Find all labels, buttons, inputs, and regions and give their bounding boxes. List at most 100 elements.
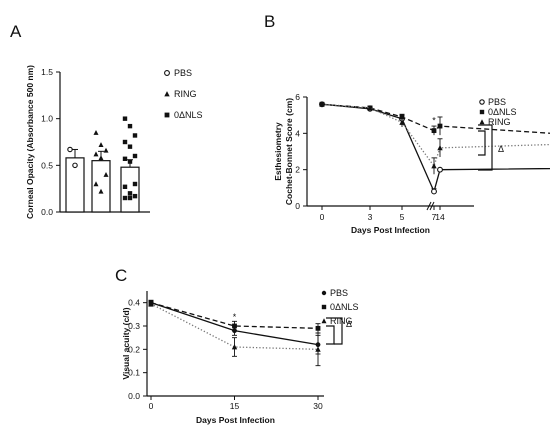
b-legend-label: 0ΔNLS: [488, 107, 517, 117]
c-x-axis-label: Days Post Infection: [196, 415, 275, 425]
a-point-RING: [98, 188, 104, 194]
b-legend-label: RING: [488, 117, 511, 127]
a-point-RING: [98, 155, 104, 161]
a-bar-RING: [91, 160, 111, 213]
a-point-0ΔNLS: [127, 191, 133, 196]
b-line-RING: [321, 103, 550, 168]
c-point-0ΔNLS: [232, 323, 237, 329]
b-y-tick-label: 2: [295, 165, 300, 175]
a-legend-label: PBS: [174, 68, 192, 78]
a-legend-marker: [164, 112, 170, 118]
b-legend-marker: [479, 109, 485, 115]
b-significance-star: *: [432, 115, 436, 125]
b-point-0ΔNLS: [437, 123, 443, 129]
a-point-0ΔNLS: [127, 159, 133, 164]
panel-letter-c: C: [115, 266, 127, 285]
b-axis-break: [426, 201, 432, 211]
a-point-PBS: [67, 146, 73, 153]
a-point-0ΔNLS: [122, 116, 128, 121]
a-point-0ΔNLS: [132, 133, 138, 138]
panel-letter-a: A: [10, 22, 22, 41]
c-line-0ΔNLS: [150, 302, 319, 329]
c-x-tick-label: 15: [230, 401, 240, 411]
b-point-RING: [437, 144, 443, 151]
c-legend-marker: [321, 318, 327, 324]
b-legend-marker: [479, 119, 485, 125]
a-point-0ΔNLS: [127, 195, 133, 201]
c-bracket-outer: [326, 317, 343, 345]
a-legend-marker: [164, 91, 170, 97]
c-bracket-inner: [326, 325, 335, 345]
c-point-RING: [231, 344, 238, 350]
a-y-tick-label: 1.5: [41, 67, 53, 77]
c-x-tick-label: 30: [313, 401, 323, 411]
b-y-tick-label: 0: [295, 201, 300, 211]
a-point-RING: [93, 129, 99, 135]
a-point-RING: [98, 142, 104, 147]
a-point-0ΔNLS: [132, 193, 138, 199]
b-x-axis-label: Days Post Infection: [351, 225, 430, 235]
c-y-tick-label: 0.0: [128, 391, 140, 401]
b-y-axis-label-1: Esthesiometry: [273, 122, 283, 181]
a-point-0ΔNLS: [127, 123, 133, 129]
a-point-0ΔNLS: [132, 153, 138, 159]
c-legend-marker: [321, 290, 327, 296]
c-y-tick-label: 0.2: [128, 344, 140, 354]
a-legend-label: 0ΔNLS: [174, 110, 203, 120]
panel-letter-b: B: [264, 12, 275, 31]
b-y-tick-label: 6: [295, 92, 300, 102]
b-point-RING: [319, 101, 325, 107]
c-y-axis-label: Visual acuity (c/d): [121, 307, 131, 379]
c-y-tick-label: 0.4: [128, 298, 140, 308]
a-point-RING: [103, 147, 109, 153]
c-point-0ΔNLS: [315, 325, 321, 331]
a-legend-marker: [164, 70, 170, 76]
b-point-PBS: [437, 166, 443, 173]
b-y-tick-label: 4: [295, 128, 300, 138]
c-point-RING: [148, 300, 154, 307]
b-bracket-outer: [478, 124, 493, 171]
c-line-RING: [150, 303, 319, 350]
a-y-tick-label: 0.5: [41, 160, 53, 170]
a-bar-0ΔNLS: [120, 166, 140, 213]
a-y-tick-label: 0.0: [41, 207, 53, 217]
a-point-0ΔNLS: [122, 156, 128, 161]
b-delta-label: Δ: [498, 144, 504, 154]
c-significance-star: *: [233, 312, 237, 322]
b-y-axis-label-2: Cochet-Bonnet Score (cm): [284, 98, 294, 205]
c-point-RING: [315, 346, 321, 352]
b-legend-marker: [479, 99, 485, 105]
b-x-tick-label: 14: [435, 212, 445, 222]
b-axis-break: [429, 201, 435, 211]
a-point-PBS: [72, 162, 78, 169]
a-point-0ΔNLS: [122, 195, 128, 201]
a-point-0ΔNLS: [122, 139, 128, 145]
b-x-tick-label: 5: [400, 212, 405, 222]
b-line-PBS: [321, 103, 550, 194]
a-point-RING: [103, 171, 109, 177]
c-legend-label: PBS: [330, 288, 348, 298]
a-y-tick-label: 1.0: [41, 114, 53, 124]
a-point-RING: [93, 151, 99, 157]
b-point-RING: [399, 119, 405, 125]
c-legend-label: RING: [330, 316, 353, 326]
c-y-tick-label: 0.3: [128, 321, 140, 331]
b-point-PBS: [431, 188, 437, 195]
c-legend-marker: [321, 304, 327, 310]
c-legend-label: 0ΔNLS: [330, 302, 359, 312]
b-bracket-inner: [478, 130, 486, 156]
b-point-RING: [431, 163, 437, 169]
b-point-0ΔNLS: [399, 114, 405, 120]
a-point-0ΔNLS: [122, 184, 128, 189]
a-point-0ΔNLS: [127, 144, 133, 149]
b-x-tick-label: 3: [368, 212, 373, 222]
a-y-axis-label: Corneal Opacity (Absorbance 500 nm): [25, 65, 35, 219]
b-legend-label: PBS: [488, 97, 506, 107]
a-point-RING: [93, 181, 99, 187]
c-delta-label: Δ: [346, 319, 352, 329]
b-x-tick-label: 0: [320, 212, 325, 222]
b-x-tick-label: 7: [432, 212, 437, 222]
b-point-RING: [367, 105, 373, 111]
c-x-tick-label: 0: [149, 401, 154, 411]
